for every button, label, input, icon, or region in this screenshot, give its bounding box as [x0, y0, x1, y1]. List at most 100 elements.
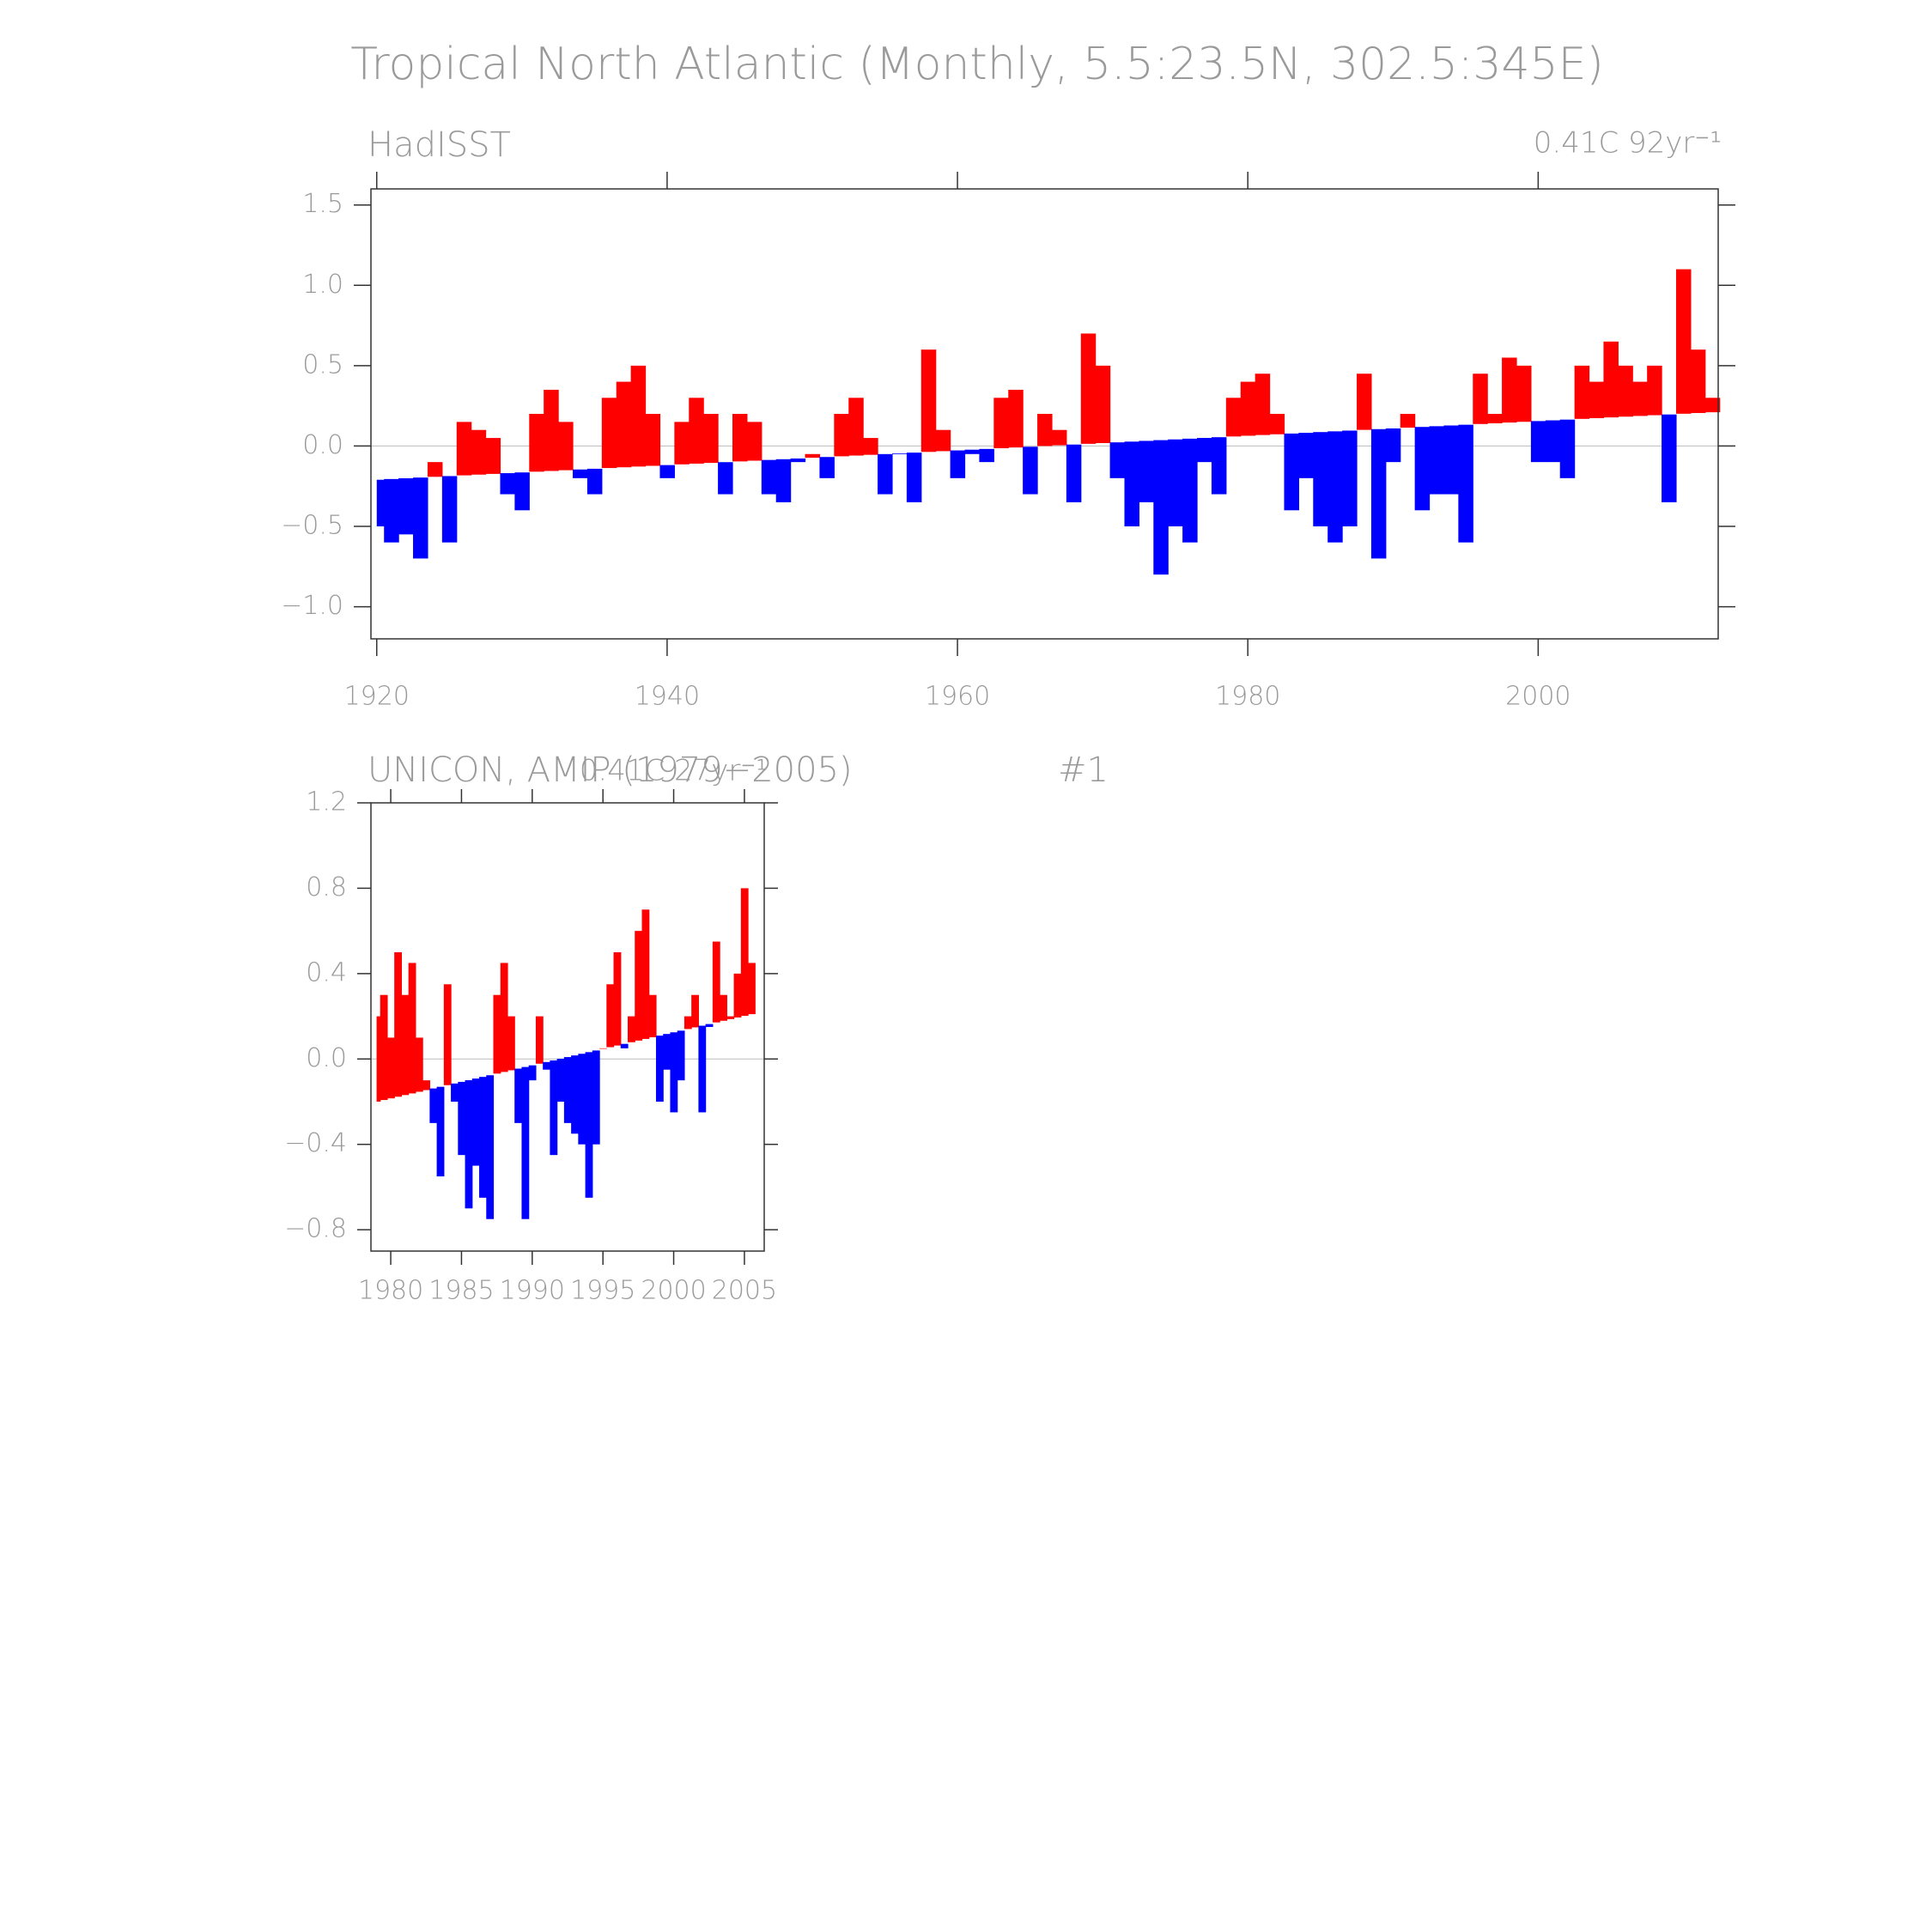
- anomaly-bar: [641, 909, 650, 1039]
- anomaly-bar: [573, 469, 588, 478]
- anomaly-bar: [563, 1057, 572, 1123]
- plot-frame: [370, 802, 765, 1252]
- anomaly-bar: [465, 1080, 473, 1209]
- x-tick-label: 1985: [428, 1276, 494, 1306]
- x-tick-label: 1940: [635, 682, 700, 712]
- anomaly-bar: [500, 473, 515, 495]
- anomaly-bar: [790, 458, 806, 463]
- anomaly-bar: [1385, 428, 1401, 463]
- x-tick-label: 1995: [570, 1276, 635, 1306]
- y-tick-label: −1.0: [281, 591, 343, 621]
- anomaly-bar: [691, 994, 699, 1028]
- anomaly-bar: [599, 1048, 607, 1049]
- anomaly-bar: [535, 1016, 544, 1064]
- anomaly-bar: [1225, 398, 1242, 437]
- anomaly-bar: [592, 1050, 600, 1145]
- anomaly-bar: [748, 963, 756, 1015]
- anomaly-bar: [1690, 349, 1706, 413]
- anomaly-bar: [451, 1083, 459, 1102]
- anomaly-bar: [386, 1037, 395, 1099]
- anomaly-bar: [655, 1036, 664, 1102]
- anomaly-bar: [733, 973, 742, 1018]
- anomaly-bar: [683, 1016, 692, 1030]
- anomaly-bar: [613, 952, 622, 1046]
- anomaly-bar: [635, 931, 643, 1041]
- anomaly-bar: [514, 472, 530, 511]
- anomaly-bar: [1603, 341, 1619, 418]
- anomaly-bar: [1647, 365, 1662, 416]
- y-tick-label: 1.2: [306, 787, 347, 817]
- anomaly-bar: [586, 468, 603, 495]
- y-tick-label: 0.0: [302, 430, 343, 460]
- anomaly-bar: [1168, 439, 1183, 526]
- anomaly-bar: [493, 994, 501, 1074]
- anomaly-bar: [1124, 441, 1139, 526]
- anomaly-bar: [674, 422, 690, 465]
- anomaly-bar: [1327, 431, 1343, 543]
- anomaly-bar: [891, 453, 908, 454]
- anomaly-bar: [471, 1078, 480, 1166]
- anomaly-bar: [1037, 414, 1053, 447]
- anomaly-bar: [1080, 333, 1097, 444]
- anomaly-bar: [1284, 433, 1299, 511]
- y-tick-label: 0.4: [306, 957, 347, 987]
- anomaly-bar: [471, 429, 487, 475]
- anomaly-bar: [571, 1055, 579, 1134]
- anomaly-bar: [863, 438, 878, 455]
- anomaly-bar: [550, 1060, 558, 1156]
- anomaly-bar: [698, 1025, 707, 1113]
- anomaly-bar: [1153, 440, 1169, 575]
- anomaly-bar: [376, 479, 385, 526]
- x-tick-label: 1980: [1215, 682, 1280, 712]
- trend-label: 0.41C 27yr⁻¹: [580, 754, 768, 788]
- anomaly-bar: [1429, 426, 1445, 495]
- y-tick-label: 0.8: [306, 872, 347, 902]
- anomaly-bar: [384, 478, 399, 543]
- x-tick-label: 1960: [925, 682, 990, 712]
- anomaly-bar: [528, 1065, 537, 1081]
- anomaly-bar: [878, 453, 893, 495]
- anomaly-bar: [689, 398, 704, 464]
- anomaly-bar: [585, 1052, 593, 1198]
- anomaly-bar: [620, 1043, 629, 1048]
- anomaly-bar: [422, 1080, 430, 1091]
- anomaly-bar: [1342, 430, 1358, 526]
- anomaly-bar: [848, 398, 864, 456]
- anomaly-bar: [1269, 414, 1285, 434]
- anomaly-bar: [1313, 432, 1328, 526]
- anomaly-bar: [659, 465, 675, 478]
- anomaly-bar: [479, 1077, 487, 1198]
- anomaly-bar: [1414, 427, 1431, 511]
- anomaly-bar: [376, 1016, 381, 1102]
- anomaly-bar: [398, 478, 414, 535]
- anomaly-bar: [630, 365, 647, 467]
- anomaly-bar: [408, 963, 416, 1094]
- anomaly-bar: [1487, 414, 1503, 423]
- anomaly-bar: [436, 1086, 445, 1176]
- anomaly-bar: [514, 1068, 523, 1123]
- anomaly-bar: [677, 1030, 685, 1081]
- anomaly-bar: [456, 422, 472, 476]
- anomaly-bar: [726, 1016, 735, 1019]
- anomaly-bar: [935, 429, 951, 452]
- x-tick-label: 1980: [358, 1276, 423, 1306]
- anomaly-bar: [441, 476, 458, 543]
- anomaly-bar: [1095, 365, 1111, 444]
- run-label: #1: [1058, 750, 1109, 790]
- anomaly-bar: [543, 1061, 551, 1070]
- anomaly-bar: [1298, 433, 1314, 478]
- anomaly-bar: [1211, 437, 1227, 495]
- anomaly-bar: [950, 450, 966, 478]
- anomaly-bar: [429, 1088, 438, 1123]
- anomaly-bar: [740, 888, 749, 1017]
- anomaly-bar: [805, 453, 821, 459]
- anomaly-bar: [507, 1016, 515, 1071]
- x-tick-label: 2005: [712, 1276, 777, 1306]
- anomaly-bar: [1632, 381, 1648, 416]
- anomaly-bar: [703, 414, 719, 464]
- anomaly-bar: [920, 349, 937, 453]
- y-tick-label: −0.5: [281, 511, 343, 541]
- anomaly-bar: [648, 994, 657, 1038]
- anomaly-bar: [732, 414, 748, 462]
- anomaly-bar: [1618, 365, 1633, 417]
